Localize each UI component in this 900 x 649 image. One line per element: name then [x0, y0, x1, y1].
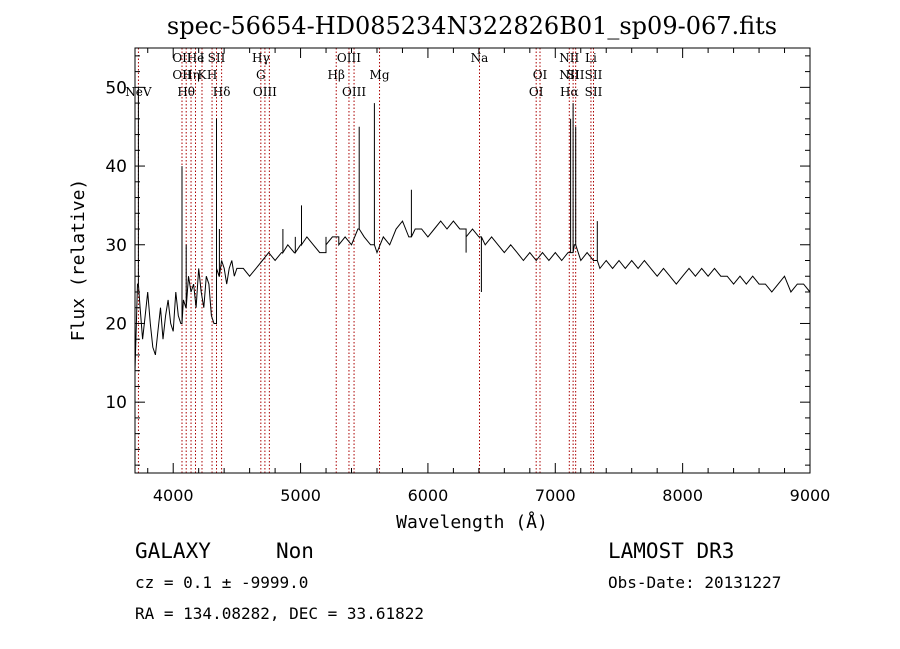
- x-tick-label: 7000: [535, 486, 576, 505]
- line-marker-label: SII: [567, 68, 585, 82]
- plot-frame: [134, 47, 811, 474]
- line-marker-label: Hδ: [213, 85, 231, 99]
- line-marker-label: Hα: [560, 85, 579, 99]
- line-marker-label: OII: [172, 68, 192, 82]
- y-tick-label: 30: [105, 236, 127, 256]
- y-axis-label: Flux (relative): [68, 179, 89, 342]
- redshift-text: cz = 0.1 ± -9999.0: [135, 573, 308, 592]
- x-axis-ticks: 4000 5000 6000 7000 8000 9000: [147, 48, 831, 505]
- spectrum-line: [134, 87, 811, 371]
- y-tick-label: 10: [105, 393, 127, 413]
- line-marker-label: Hθ: [177, 85, 195, 99]
- line-marker-label: He: [187, 51, 205, 65]
- x-tick-label: 5000: [280, 486, 321, 505]
- y-tick-label: 20: [105, 314, 127, 334]
- line-marker-label: K: [198, 68, 208, 82]
- coordinates-text: RA = 134.08282, DEC = 33.61822: [135, 604, 424, 623]
- line-marker-label: OII: [172, 51, 192, 65]
- line-marker-label: OIII: [253, 85, 277, 99]
- x-tick-label: 9000: [790, 486, 831, 505]
- line-marker-label: Hη: [182, 68, 200, 82]
- x-tick-label: 4000: [153, 486, 194, 505]
- y-axis-ticks: 10 20 30 40 50: [105, 55, 810, 466]
- line-marker-label: Hγ: [252, 51, 270, 65]
- line-marker-label: OIII: [337, 51, 361, 65]
- x-axis-label: Wavelength (Å): [396, 511, 548, 533]
- line-marker-label: OIII: [342, 85, 366, 99]
- line-marker-label: OI: [533, 68, 548, 82]
- y-tick-label: 40: [105, 157, 127, 177]
- line-marker-label: SII: [585, 68, 603, 82]
- line-marker-label: NII: [559, 51, 579, 65]
- line-marker-label: H: [207, 68, 217, 82]
- x-tick-label: 6000: [408, 486, 449, 505]
- line-marker-label: G: [256, 68, 266, 82]
- spectral-line-markers: [137, 48, 594, 473]
- x-tick-label: 8000: [662, 486, 703, 505]
- line-marker-label: Mg: [370, 68, 390, 82]
- line-marker-label: Hβ: [328, 68, 345, 82]
- obs-date: Obs-Date: 20131227: [608, 573, 781, 592]
- line-marker-label: Na: [471, 51, 489, 65]
- line-marker-label: Li: [585, 51, 597, 65]
- plot-area: [134, 47, 811, 474]
- line-marker-label: SII: [585, 85, 603, 99]
- survey-name: LAMOST DR3: [608, 539, 734, 563]
- y-tick-label: 50: [105, 78, 127, 98]
- line-marker-label: OI: [529, 85, 544, 99]
- object-class: GALAXY: [135, 539, 211, 563]
- line-marker-label: NII: [559, 68, 579, 82]
- object-subclass: Non: [276, 539, 314, 563]
- line-marker-label: SII: [208, 51, 226, 65]
- chart-title: spec-56654-HD085234N322826B01_sp09-067.f…: [167, 12, 777, 40]
- line-marker-label: I: [200, 51, 205, 65]
